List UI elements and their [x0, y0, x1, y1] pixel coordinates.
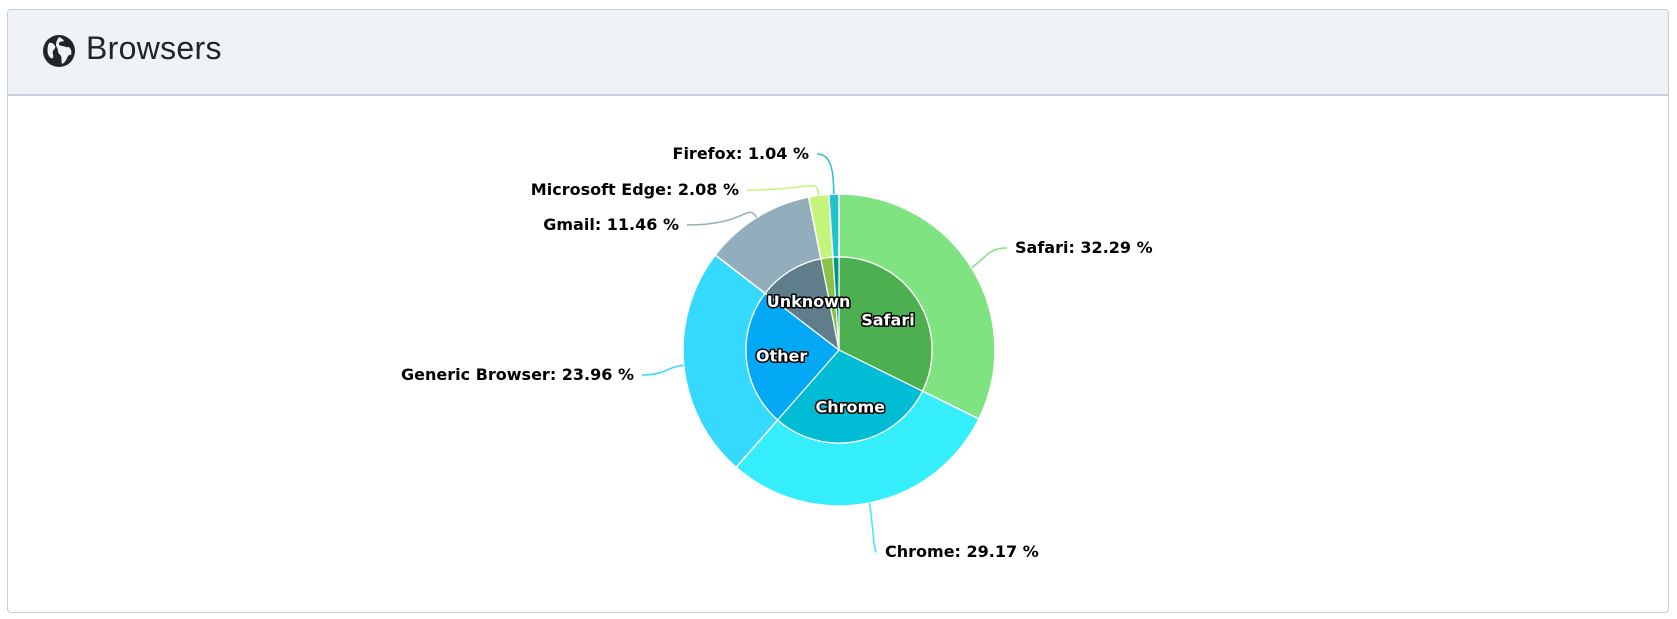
outer-label-generic-browser: Generic Browser: 23.96 % [401, 365, 634, 384]
outer-label-gmail: Gmail: 11.46 % [543, 215, 679, 234]
page-title: Browsers [86, 30, 222, 66]
inner-label-other: Other [756, 347, 807, 366]
inner-label-unknown: Unknown [767, 292, 851, 311]
inner-slice-safari[interactable] [838, 256, 933, 392]
inner-slice-chrome[interactable] [776, 349, 924, 444]
connector-firefox [816, 153, 835, 195]
connector-safari [971, 247, 1008, 269]
browsers-card: Browsers [7, 9, 1669, 613]
outer-label-firefox: Firefox: 1.04 % [673, 144, 809, 163]
inner-slice-unknown[interactable] [764, 258, 840, 352]
connector-generic-browser [641, 364, 684, 376]
connector-microsoft-edge [746, 184, 820, 196]
globe-icon [43, 35, 75, 67]
inner-slice-other[interactable] [745, 292, 840, 421]
connector-chrome [868, 502, 878, 553]
inner-slice-firefox[interactable] [832, 256, 840, 351]
inner-label-safari: Safari [861, 311, 914, 330]
inner-label-chrome: Chrome [815, 398, 885, 417]
card-header: Browsers [8, 10, 1668, 96]
outer-label-microsoft-edge: Microsoft Edge: 2.08 % [531, 180, 739, 199]
outer-label-chrome: Chrome: 29.17 % [885, 542, 1039, 561]
connector-gmail [686, 211, 758, 226]
outer-label-safari: Safari: 32.29 % [1015, 238, 1153, 257]
